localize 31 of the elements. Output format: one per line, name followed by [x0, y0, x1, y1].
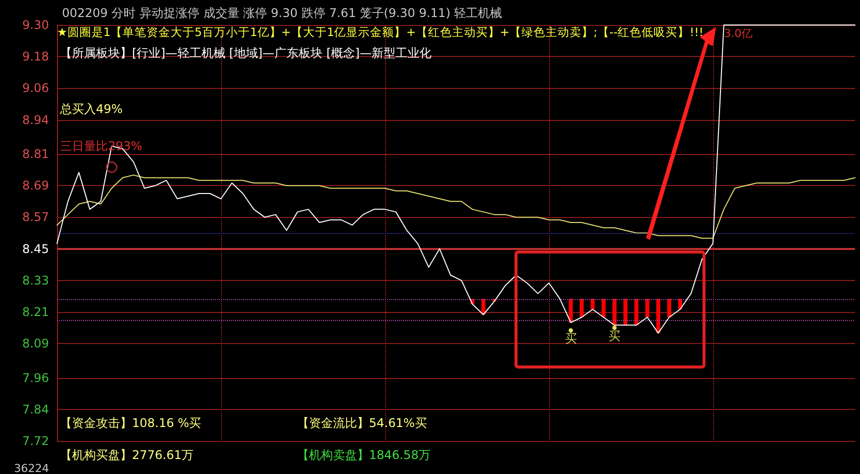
annotation: 总买入49%: [60, 102, 123, 116]
y-tick-label: 7.96: [22, 370, 49, 385]
data-label: 买: [564, 332, 577, 346]
y-tick-label: 8.21: [22, 304, 49, 319]
y-tick-label: 8.94: [22, 112, 49, 127]
text: 【机构卖盘】1846.58万: [297, 448, 431, 462]
point: [612, 326, 617, 330]
line-series: [56, 174, 856, 239]
y-tick-label: 8.09: [22, 336, 49, 351]
text: 【机构买盘】2776.61万: [60, 448, 194, 462]
y-tick-label: 8.57: [22, 210, 49, 224]
y-tick-label: 7.84: [22, 402, 49, 416]
y-tick-label: 8.33: [22, 273, 49, 288]
y-tick-label: 9.06: [22, 81, 49, 96]
annotation: 3.0亿: [724, 27, 752, 41]
y-tick-label: 7.72: [22, 434, 49, 448]
annotation: 三日量比293%: [60, 139, 142, 153]
annotation: 【所属板块】[行业]—轻工机械 [地域]—广东板块 [概念]—新型工业化: [60, 46, 432, 60]
point: [568, 328, 574, 333]
y-tick-label: 9.30: [22, 18, 49, 32]
text: 36224: [14, 462, 49, 474]
text: 002209 分时 异动捉涨停 成交量 涨停 9.30 跌停 7.61 笼子(9.30 9.11) 轻工机械: [62, 6, 502, 20]
annotation: ★圆圈是1【单笔资金大于5百万小于1亿】+【大于1亿显示金额】+【红色主动买】+【绿色主动卖】;【--红色低吸买】!!!: [57, 25, 704, 39]
y-tick-label: 8.81: [22, 147, 49, 162]
y-tick-label: 9.18: [22, 50, 49, 64]
annotation: 【资金攻击】108.16 %买: [60, 416, 202, 430]
y-tick-label: 8.45: [22, 242, 49, 256]
y-tick-label: 8.69: [22, 178, 49, 193]
point: [106, 161, 118, 173]
annotation: 【资金流比】54.61%买: [297, 416, 427, 430]
data-label: 买: [608, 329, 621, 344]
